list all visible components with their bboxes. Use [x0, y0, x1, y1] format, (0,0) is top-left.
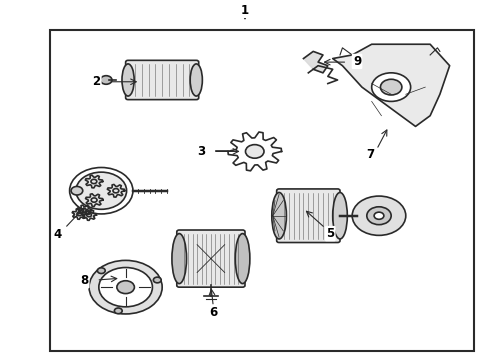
Ellipse shape [122, 64, 134, 96]
Circle shape [89, 260, 162, 314]
Circle shape [98, 268, 105, 274]
Circle shape [114, 308, 122, 314]
Text: 2: 2 [92, 75, 100, 88]
Ellipse shape [333, 193, 347, 239]
Ellipse shape [172, 234, 187, 284]
Circle shape [372, 73, 411, 102]
FancyBboxPatch shape [177, 230, 245, 287]
Circle shape [99, 267, 152, 307]
Circle shape [91, 198, 97, 202]
Circle shape [113, 189, 119, 193]
Text: 1: 1 [241, 4, 249, 17]
Text: 7: 7 [367, 148, 375, 162]
Circle shape [77, 212, 82, 216]
Circle shape [352, 196, 406, 235]
Polygon shape [303, 51, 328, 73]
Circle shape [82, 208, 87, 212]
Polygon shape [333, 44, 450, 126]
Text: 3: 3 [197, 145, 205, 158]
Text: 9: 9 [353, 55, 361, 68]
Circle shape [117, 281, 134, 294]
Circle shape [380, 79, 402, 95]
Circle shape [153, 277, 161, 283]
Circle shape [100, 76, 112, 84]
Ellipse shape [272, 193, 287, 239]
Ellipse shape [190, 64, 202, 96]
Text: 4: 4 [53, 228, 62, 241]
Circle shape [71, 186, 83, 195]
Circle shape [91, 179, 97, 184]
Circle shape [245, 145, 264, 158]
Text: 8: 8 [80, 274, 88, 287]
Circle shape [70, 167, 133, 214]
Text: 6: 6 [209, 306, 218, 319]
Circle shape [374, 212, 384, 219]
FancyBboxPatch shape [50, 30, 474, 351]
FancyBboxPatch shape [125, 60, 199, 100]
Circle shape [76, 172, 126, 209]
Text: 5: 5 [326, 227, 334, 240]
Ellipse shape [235, 234, 250, 284]
Circle shape [367, 207, 391, 225]
Circle shape [87, 213, 92, 217]
FancyBboxPatch shape [277, 189, 340, 243]
